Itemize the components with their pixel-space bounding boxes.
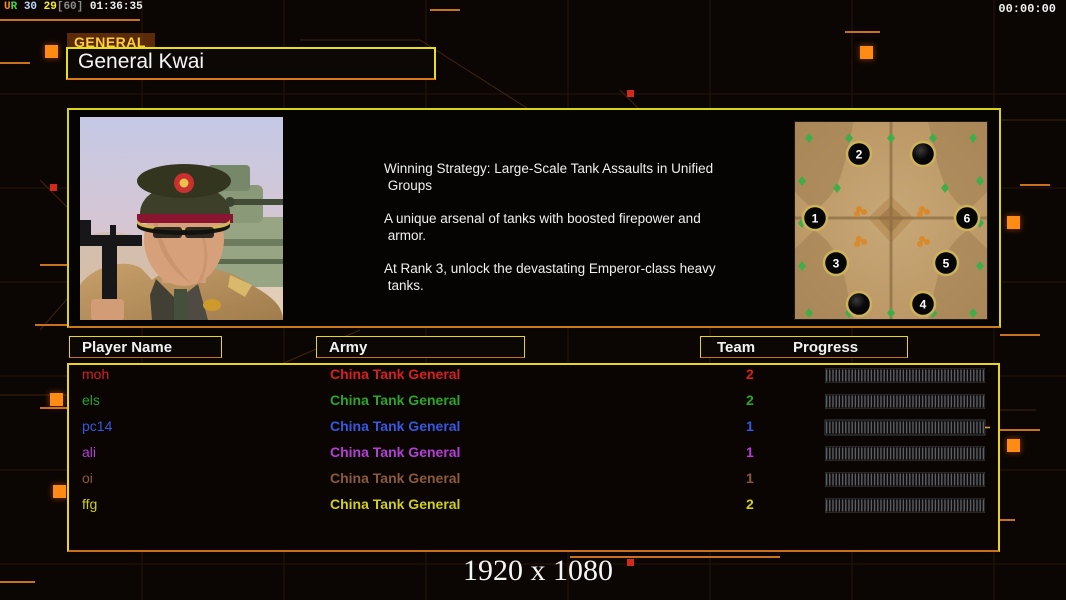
svg-text:1: 1 [812, 212, 819, 226]
svg-text:5: 5 [943, 257, 950, 271]
svg-text:6: 6 [964, 212, 971, 226]
svg-text:2: 2 [856, 148, 863, 162]
svg-text:4: 4 [920, 298, 927, 312]
svg-text:3: 3 [833, 257, 840, 271]
